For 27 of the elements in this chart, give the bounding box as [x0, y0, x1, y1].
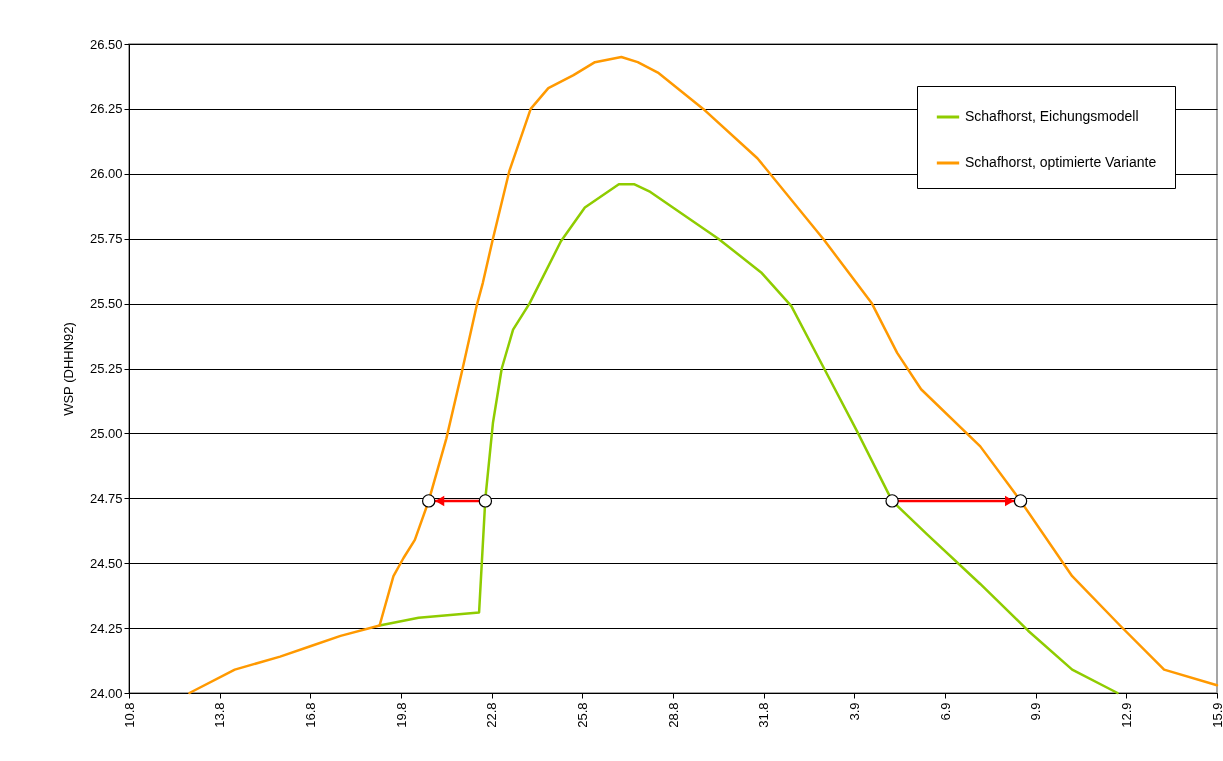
y-tick-label: 26.00: [89, 166, 123, 182]
legend-label: Schafhorst, Eichungsmodell: [965, 108, 1139, 124]
x-tick-label: 9.9: [1028, 702, 1044, 721]
y-tick-label: 26.50: [89, 36, 123, 52]
legend-label: Schafhorst, optimierte Variante: [965, 154, 1157, 170]
y-tick-label: 24.25: [89, 620, 123, 636]
y-axis-title: WSP (DHHN92): [60, 322, 76, 416]
y-tick-label: 26.25: [89, 101, 123, 117]
x-tick-label: 19.8: [393, 702, 409, 728]
y-tick-label: 24.00: [89, 685, 123, 701]
x-tick-label: 28.8: [665, 702, 681, 728]
y-tick-label: 25.75: [89, 231, 123, 247]
x-tick-label: 13.8: [212, 702, 228, 728]
x-tick-label: 6.9: [937, 702, 953, 721]
x-tick-label: 10.8: [121, 702, 137, 728]
y-tick-label: 25.25: [89, 361, 123, 376]
x-tick-label: 31.8: [756, 702, 772, 728]
y-tick-label: 25.00: [89, 425, 123, 441]
y-tick-label: 25.50: [89, 296, 123, 312]
x-tick-label: 15.9: [1209, 702, 1223, 728]
x-tick-label: 25.8: [574, 702, 590, 728]
y-tick-label: 24.50: [89, 555, 123, 571]
y-tick-label: 24.75: [89, 490, 123, 506]
x-tick-label: 22.8: [484, 702, 500, 728]
x-tick-label: 16.8: [302, 702, 318, 728]
x-tick-label: 12.9: [1118, 702, 1134, 728]
x-tick-label: 3.9: [846, 702, 862, 721]
